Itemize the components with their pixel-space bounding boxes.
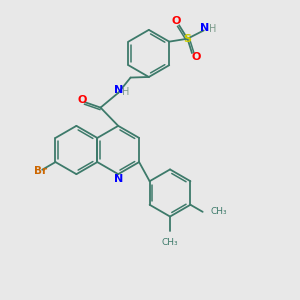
- Text: H: H: [122, 87, 129, 97]
- Text: O: O: [77, 95, 86, 105]
- Text: H: H: [209, 24, 216, 34]
- Text: O: O: [191, 52, 201, 62]
- Text: O: O: [171, 16, 180, 26]
- Text: CH₃: CH₃: [162, 238, 178, 247]
- Text: N: N: [200, 22, 209, 32]
- Text: CH₃: CH₃: [210, 207, 227, 216]
- Text: N: N: [114, 85, 123, 95]
- Text: N: N: [114, 174, 123, 184]
- Text: S: S: [184, 34, 191, 44]
- Text: Br: Br: [34, 166, 47, 176]
